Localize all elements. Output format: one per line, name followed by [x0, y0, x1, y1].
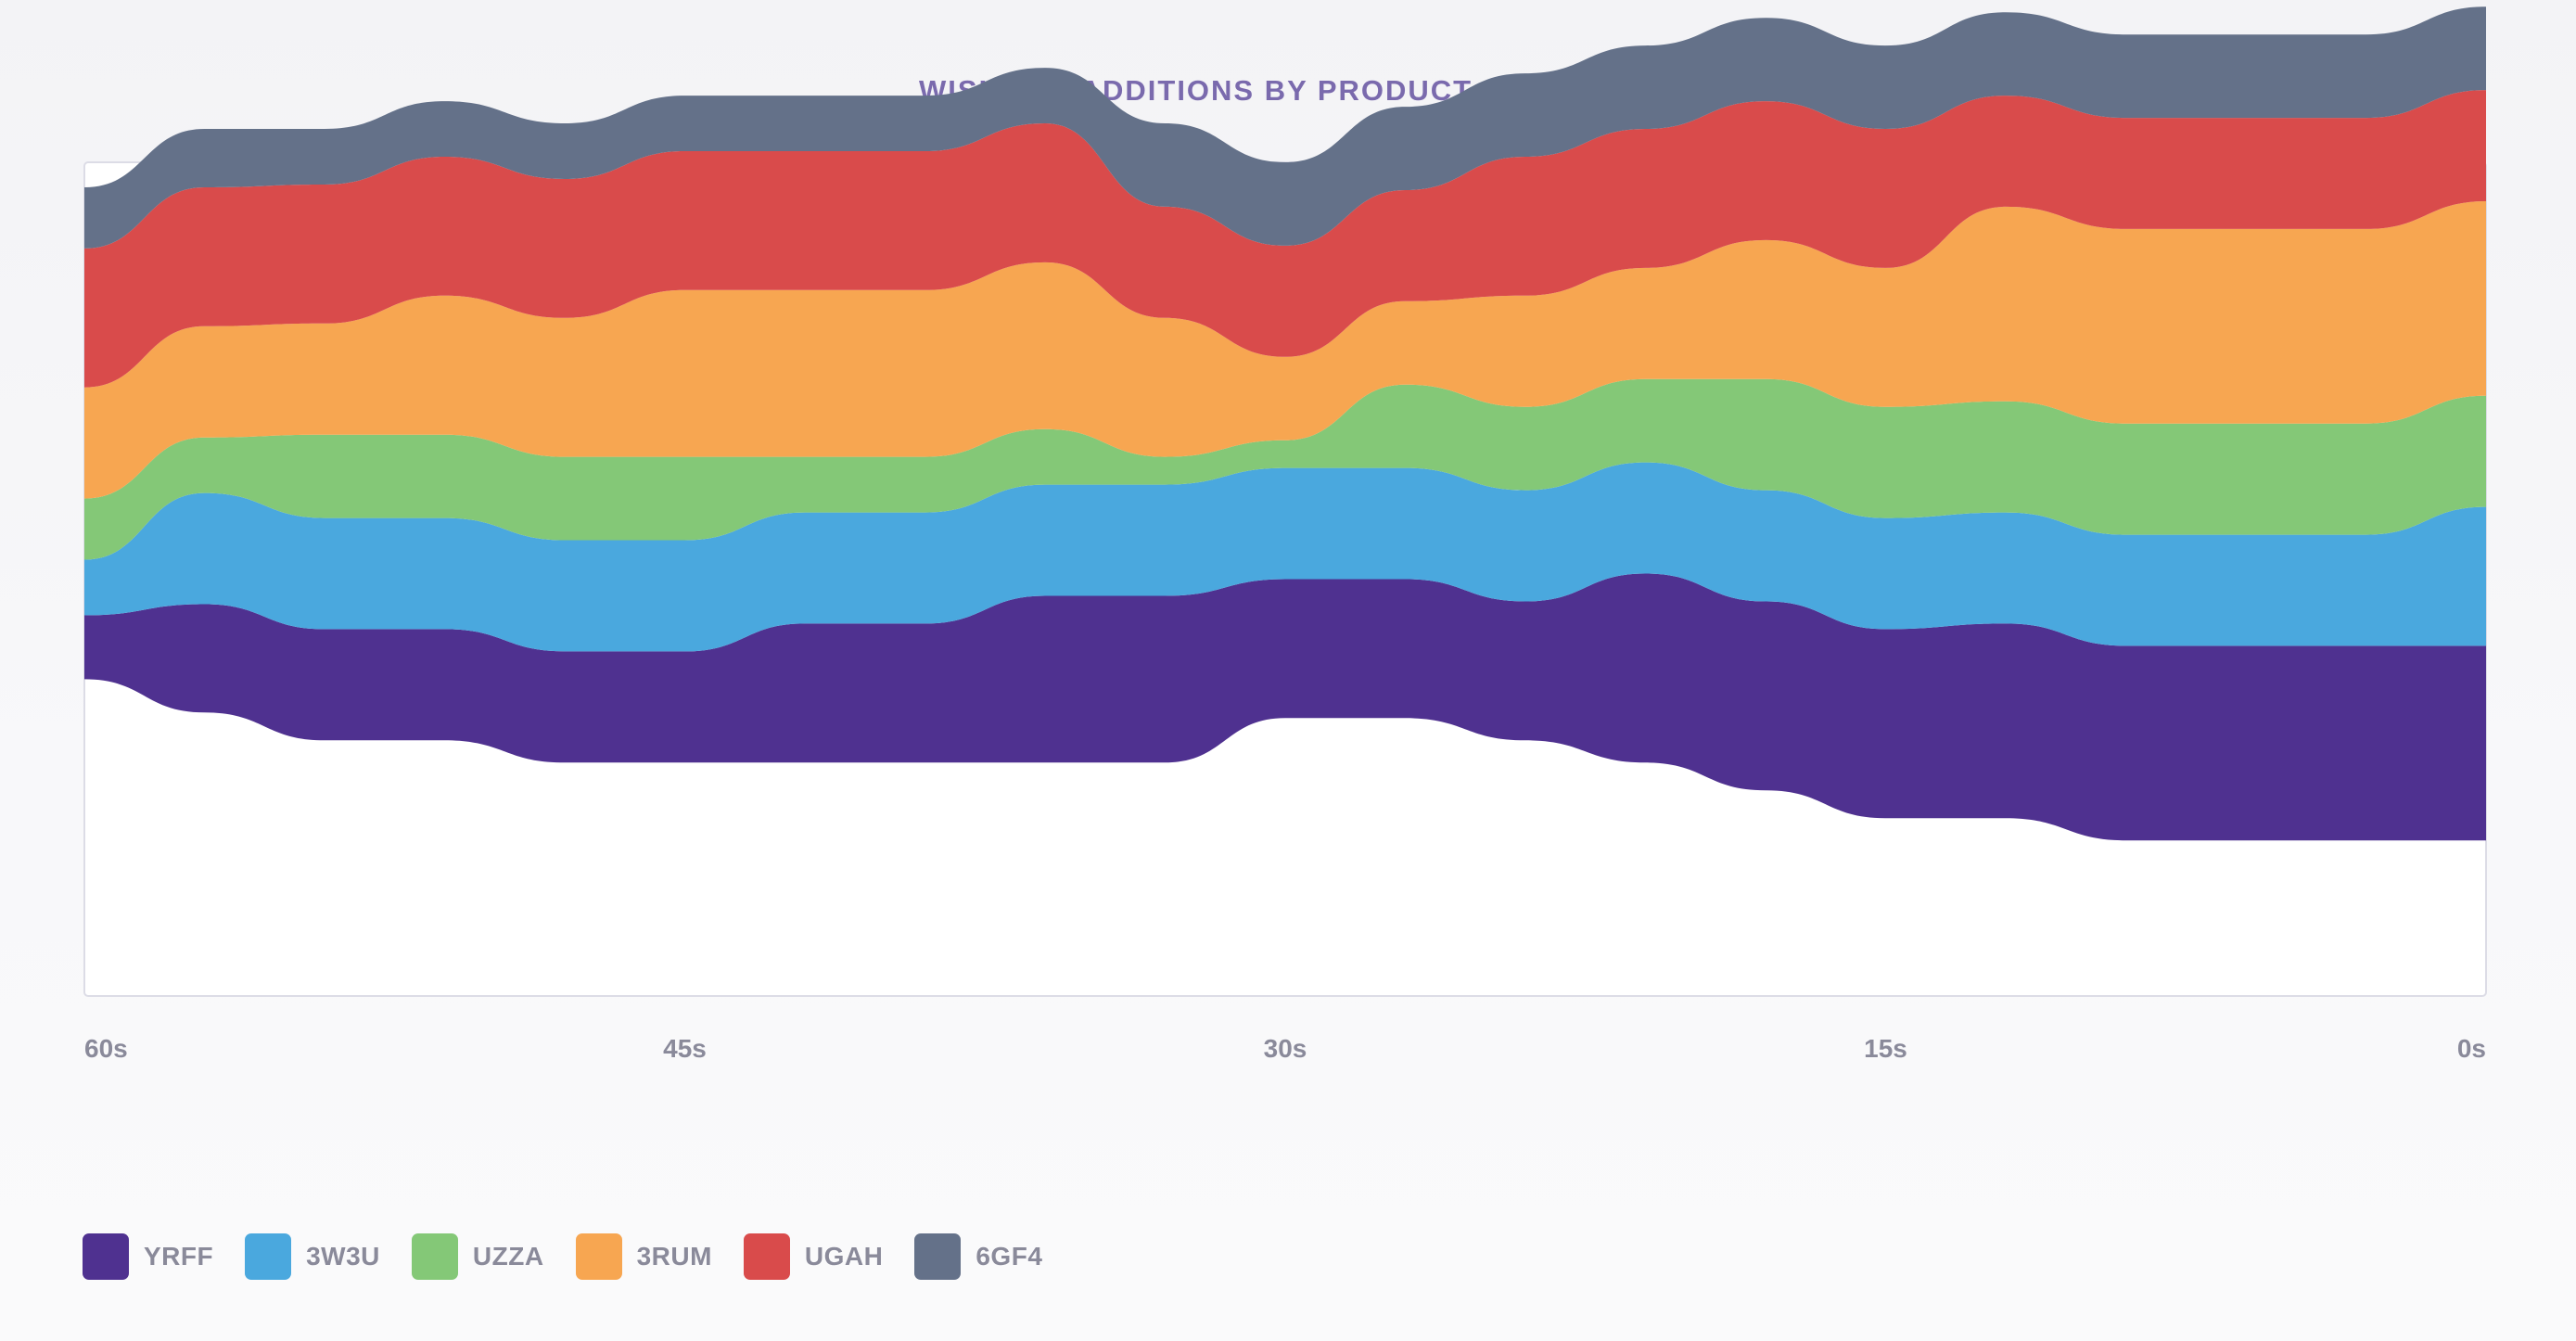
series-area-6gf4 [84, 6, 2486, 249]
legend-item-6gf4[interactable]: 6GF4 [914, 1233, 1042, 1280]
legend-item-uzza[interactable]: UZZA [411, 1233, 544, 1280]
legend-label: 3RUM [636, 1242, 712, 1271]
legend-item-yrff[interactable]: YRFF [83, 1233, 213, 1280]
x-tick-label: 45s [663, 1034, 707, 1063]
x-tick-label: 0s [2457, 1034, 2486, 1063]
series-area-ugah [84, 90, 2486, 388]
x-axis-ticks: 60s 45s 30s 15s 0s [84, 1034, 2486, 1063]
legend-swatch [575, 1233, 622, 1280]
x-tick-label: 60s [84, 1034, 128, 1063]
legend-label: UGAH [804, 1242, 884, 1271]
legend-swatch [411, 1233, 458, 1280]
x-tick-label: 30s [1264, 1034, 1307, 1063]
x-tick-label: 15s [1864, 1034, 1907, 1063]
legend-label: UZZA [472, 1242, 544, 1271]
legend-item-3rum[interactable]: 3RUM [575, 1233, 712, 1280]
series-area-3w3u [84, 462, 2486, 652]
series-area-3rum [84, 201, 2486, 499]
legend: YRFF 3W3U UZZA 3RUM UGAH 6GF4 [83, 1232, 1074, 1281]
series-layer [84, 6, 2486, 841]
legend-label: 6GF4 [976, 1242, 1043, 1271]
legend-label: YRFF [144, 1242, 214, 1271]
legend-swatch [245, 1233, 292, 1280]
legend-label: 3W3U [306, 1242, 380, 1271]
legend-swatch [83, 1233, 129, 1280]
legend-item-ugah[interactable]: UGAH [743, 1233, 884, 1280]
series-area-yrff [84, 573, 2486, 841]
series-area-uzza [84, 378, 2486, 560]
legend-swatch [914, 1233, 962, 1280]
legend-item-3w3u[interactable]: 3W3U [245, 1233, 380, 1280]
legend-swatch [743, 1233, 790, 1280]
